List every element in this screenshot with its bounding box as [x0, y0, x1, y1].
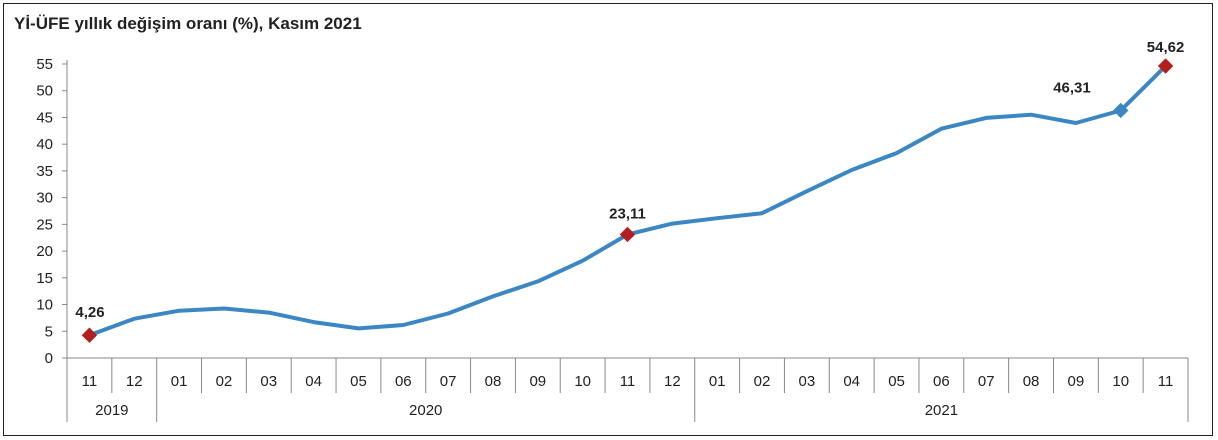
y-tick-label: 50 [36, 83, 53, 100]
y-tick-label: 45 [36, 109, 53, 126]
y-tick-label: 0 [45, 350, 53, 367]
year-label: 2019 [95, 402, 128, 419]
series-line [87, 64, 1168, 338]
x-tick-label: 03 [799, 373, 816, 390]
x-tick-label: 11 [1158, 373, 1174, 390]
y-tick-label: 25 [36, 216, 53, 233]
year-label: 2021 [925, 402, 958, 419]
y-tick-label: 20 [36, 243, 53, 260]
y-tick-label: 30 [36, 190, 53, 207]
x-tick-label: 10 [1112, 373, 1129, 390]
x-tick-label: 12 [664, 373, 681, 390]
highlighted-points: 4,26 23,11 46,31 54,62 [75, 39, 1185, 343]
x-tick-label: 12 [126, 373, 143, 390]
data-point-marker [619, 226, 636, 243]
series-group [87, 64, 1168, 338]
x-tick-label: 10 [574, 373, 591, 390]
y-tick-label: 55 [36, 56, 53, 73]
data-label: 4,26 [75, 304, 104, 321]
x-tick-label: 11 [620, 373, 636, 390]
chart-frame [3, 3, 1213, 436]
year-label: 2020 [409, 402, 442, 419]
x-tick-label: 07 [440, 373, 457, 390]
x-tick-label: 03 [260, 373, 277, 390]
x-tick-label: 04 [843, 373, 860, 390]
y-tick-label: 15 [36, 270, 53, 287]
x-tick-label: 09 [1068, 373, 1085, 390]
x-tick-label: 05 [350, 373, 367, 390]
x-tick-label: 06 [933, 373, 950, 390]
x-tick-label: 04 [305, 373, 322, 390]
y-axis: 0 5 10 15 20 25 30 35 40 45 50 55 [36, 56, 68, 367]
data-label: 54,62 [1147, 39, 1185, 56]
chart-title: Yİ-ÜFE yıllık değişim oranı (%), Kasım 2… [14, 14, 362, 33]
data-point-marker [1157, 58, 1174, 74]
x-tick-label: 06 [395, 373, 412, 390]
data-point-marker [1113, 102, 1129, 119]
x-tick-label: 08 [485, 373, 502, 390]
y-tick-label: 10 [36, 297, 53, 314]
x-tick-label: 09 [529, 373, 546, 390]
x-tick-label: 01 [171, 373, 188, 390]
data-label: 23,11 [609, 205, 646, 222]
y-tick-label: 35 [36, 163, 53, 180]
x-tick-label: 07 [978, 373, 995, 390]
x-tick-label: 08 [1023, 373, 1040, 390]
x-tick-label: 11 [82, 373, 98, 390]
x-tick-label: 02 [216, 373, 233, 390]
x-tick-label: 02 [754, 373, 771, 390]
y-tick-label: 5 [45, 323, 53, 340]
x-tick-label: 05 [888, 373, 905, 390]
x-tick-label: 01 [709, 373, 726, 390]
x-axis: 11 12 01 02 03 04 05 06 07 08 09 10 11 12 01 02 03 04 05 06… [66, 357, 1189, 422]
data-point-marker [81, 327, 98, 343]
y-tick-label: 40 [36, 136, 53, 153]
data-label: 46,31 [1053, 79, 1091, 96]
